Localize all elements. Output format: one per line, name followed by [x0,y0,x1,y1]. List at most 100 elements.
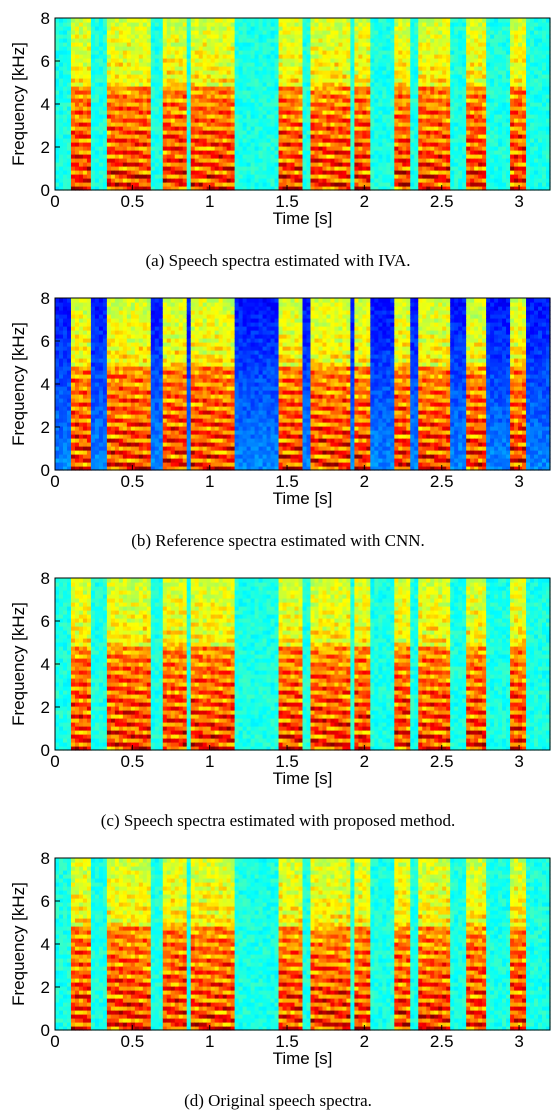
spectrogram-cell [498,18,503,23]
spectrogram-cell [271,126,276,131]
spectrogram-cell [390,158,395,163]
spectrogram-cell [55,174,60,179]
spectrogram-cell [362,70,367,75]
spectrogram-cell [247,78,252,83]
spectrogram-cell [498,94,503,99]
spectrogram-cell [374,18,379,23]
spectrogram-cell [215,182,220,187]
spectrogram-cell [378,78,383,83]
spectrogram-cell [255,110,260,115]
spectrogram-cell [482,118,487,123]
spectrogram-cell [75,54,80,59]
spectrogram-cell [179,134,184,139]
spectrogram-cell [314,82,319,87]
spectrogram-cell [434,134,439,139]
spectrogram-cell [135,170,140,175]
spectrogram-cell [514,122,519,127]
spectrogram-cell [283,70,288,75]
spectrogram-cell [231,98,236,103]
spectrogram-cell [67,134,72,139]
spectrogram-cell [119,42,124,47]
spectrogram-cell [478,118,483,123]
spectrogram-cell [199,106,204,111]
spectrogram-cell [203,178,208,183]
spectrogram-cell [59,42,64,47]
spectrogram-cell [123,150,128,155]
spectrogram-cell [446,138,451,143]
spectrogram-cell [267,50,272,55]
spectrogram-cell [187,110,192,115]
spectrogram-cell [87,50,92,55]
spectrogram-cell [103,126,108,131]
spectrogram-cell [494,62,499,67]
spectrogram-cell [115,30,120,35]
spectrogram-cell [59,54,64,59]
spectrogram-cell [350,178,355,183]
spectrogram-cell [99,18,104,23]
spectrogram-cell [127,86,132,91]
spectrogram-cell [474,18,479,23]
spectrogram-cell [346,98,351,103]
spectrogram-cell [243,38,248,43]
spectrogram-cell [55,170,60,175]
spectrogram-cell [514,146,519,151]
spectrogram-cell [283,106,288,111]
spectrogram-cell [163,154,168,159]
spectrogram-cell [183,134,188,139]
spectrogram-cell [227,138,232,143]
spectrogram-cell [63,86,68,91]
spectrogram-cell [207,86,212,91]
spectrogram-cell [426,66,431,71]
spectrogram-cell [299,34,304,39]
spectrogram-cell [287,106,292,111]
spectrogram-cell [486,50,491,55]
spectrogram-cell [231,86,236,91]
spectrogram-cell [490,42,495,47]
spectrogram-cell [291,174,296,179]
spectrogram-cell [251,134,256,139]
spectrogram-cell [259,146,264,151]
spectrogram-cell [442,166,447,171]
spectrogram-cell [271,162,276,167]
spectrogram-cell [358,182,363,187]
spectrogram-cell [386,174,391,179]
spectrogram-cell [306,46,311,51]
spectrogram-cell [135,122,140,127]
spectrogram-cell [466,122,471,127]
spectrogram-cell [99,50,104,55]
spectrogram-cell [303,30,308,35]
spectrogram-cell [203,170,208,175]
spectrogram-cell [87,70,92,75]
spectrogram-cell [279,46,284,51]
spectrogram-cell [430,118,435,123]
spectrogram-cell [235,42,240,47]
spectrogram-cell [502,178,507,183]
spectrogram-cell [143,86,148,91]
spectrogram-cell [442,94,447,99]
spectrogram-cell [295,114,300,119]
spectrogram-cell [334,122,339,127]
spectrogram-cell [239,174,244,179]
spectrogram-cell [95,26,100,31]
spectrogram-cell [342,110,347,115]
spectrogram-cell [398,38,403,43]
spectrogram-cell [207,38,212,43]
spectrogram-cell [223,62,228,67]
spectrogram-cell [299,178,304,183]
spectrogram-cell [183,154,188,159]
spectrogram-cell [167,118,172,123]
spectrogram-cell [211,142,216,147]
spectrogram-cell [410,102,415,107]
spectrogram-cell [99,166,104,171]
spectrogram-cell [91,182,96,187]
spectrogram-cell [167,34,172,39]
spectrogram-cell [219,78,224,83]
spectrogram-cell [498,38,503,43]
spectrogram-cell [390,58,395,63]
spectrogram-cell [159,182,164,187]
spectrogram-cell [91,86,96,91]
spectrogram-cell [454,78,459,83]
spectrogram-cell [291,30,296,35]
spectrogram-cell [219,86,224,91]
spectrogram-cell [119,130,124,135]
